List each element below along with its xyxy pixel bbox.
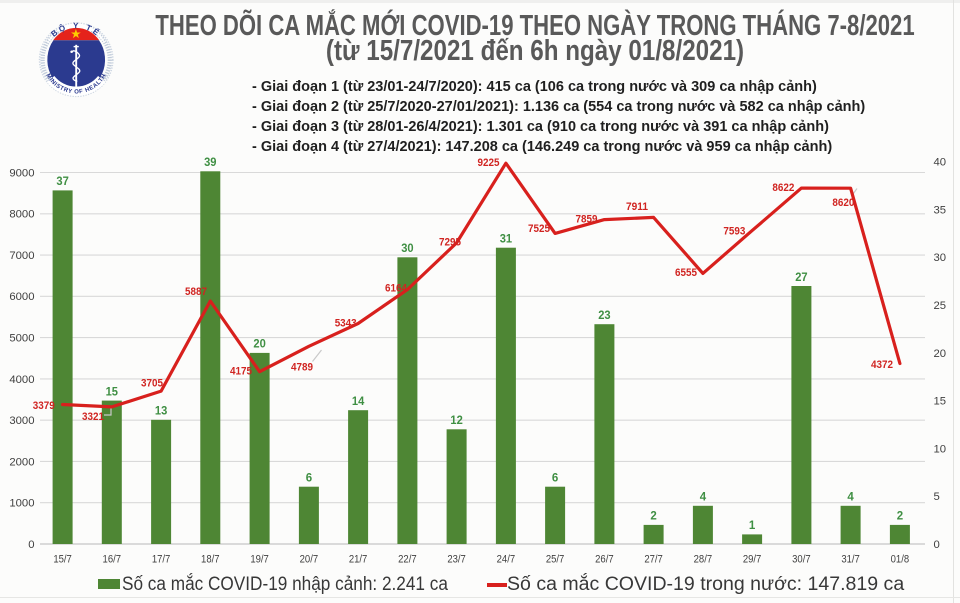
svg-text:19/7: 19/7 <box>250 554 269 566</box>
svg-text:14: 14 <box>352 396 365 408</box>
svg-text:6000: 6000 <box>9 291 34 303</box>
svg-text:8000: 8000 <box>9 209 34 221</box>
svg-text:2: 2 <box>650 511 656 523</box>
svg-text:6555: 6555 <box>675 267 697 279</box>
svg-text:6164: 6164 <box>385 283 408 295</box>
svg-text:7295: 7295 <box>439 236 461 248</box>
svg-text:16/7: 16/7 <box>103 554 122 566</box>
svg-text:25: 25 <box>934 300 947 312</box>
svg-text:22/7: 22/7 <box>398 554 417 566</box>
svg-text:37: 37 <box>56 176 68 188</box>
svg-text:15: 15 <box>106 386 119 398</box>
svg-text:8622: 8622 <box>772 182 794 194</box>
svg-text:5000: 5000 <box>9 333 34 345</box>
svg-text:15: 15 <box>934 396 947 408</box>
svg-text:4000: 4000 <box>9 374 34 386</box>
svg-text:18/7: 18/7 <box>201 554 220 566</box>
svg-text:29/7: 29/7 <box>743 554 762 566</box>
svg-text:35: 35 <box>934 204 947 216</box>
svg-text:21/7: 21/7 <box>349 554 368 566</box>
svg-text:0: 0 <box>934 539 940 551</box>
svg-text:6: 6 <box>306 473 312 485</box>
svg-text:20: 20 <box>253 339 265 351</box>
svg-text:20/7: 20/7 <box>300 554 319 566</box>
svg-text:3000: 3000 <box>9 415 34 427</box>
svg-text:3379: 3379 <box>33 400 55 412</box>
svg-text:4: 4 <box>847 492 854 504</box>
svg-text:15/7: 15/7 <box>53 554 72 566</box>
svg-text:28/7: 28/7 <box>694 554 713 566</box>
svg-text:7000: 7000 <box>9 250 34 262</box>
svg-text:31: 31 <box>500 234 513 246</box>
svg-text:7525: 7525 <box>528 223 550 235</box>
svg-text:5: 5 <box>934 491 940 503</box>
svg-text:3321: 3321 <box>82 411 104 423</box>
svg-text:0: 0 <box>28 539 34 551</box>
svg-text:9225: 9225 <box>478 157 500 169</box>
svg-text:30: 30 <box>934 252 947 264</box>
svg-text:9000: 9000 <box>9 167 34 179</box>
svg-text:39: 39 <box>204 157 216 169</box>
svg-text:1000: 1000 <box>9 498 34 510</box>
svg-text:4175: 4175 <box>230 366 252 378</box>
svg-text:4: 4 <box>700 492 707 504</box>
svg-text:7911: 7911 <box>626 201 648 213</box>
svg-text:40: 40 <box>934 157 947 169</box>
svg-text:10: 10 <box>934 443 947 455</box>
svg-text:2000: 2000 <box>9 456 34 468</box>
svg-text:27/7: 27/7 <box>644 554 663 566</box>
svg-text:26/7: 26/7 <box>595 554 614 566</box>
svg-text:23: 23 <box>598 310 610 322</box>
svg-text:5343: 5343 <box>335 318 357 330</box>
svg-text:23/7: 23/7 <box>447 554 466 566</box>
svg-text:13: 13 <box>155 406 167 418</box>
svg-text:2: 2 <box>897 511 903 523</box>
svg-text:1: 1 <box>749 520 756 532</box>
svg-text:30: 30 <box>401 243 413 255</box>
svg-text:6: 6 <box>552 473 558 485</box>
svg-text:8620: 8620 <box>832 197 854 209</box>
svg-text:20: 20 <box>934 348 947 360</box>
svg-text:12: 12 <box>450 415 462 427</box>
svg-text:01/8: 01/8 <box>891 554 910 566</box>
svg-text:24/7: 24/7 <box>497 554 516 566</box>
svg-text:27: 27 <box>795 272 807 284</box>
svg-text:4372: 4372 <box>871 359 893 371</box>
svg-text:7593: 7593 <box>723 225 745 237</box>
svg-text:25/7: 25/7 <box>546 554 565 566</box>
svg-text:17/7: 17/7 <box>152 554 171 566</box>
svg-text:4789: 4789 <box>291 361 313 373</box>
svg-text:3705: 3705 <box>141 377 163 389</box>
svg-text:30/7: 30/7 <box>792 554 811 566</box>
svg-text:5887: 5887 <box>185 286 207 298</box>
svg-text:7859: 7859 <box>576 214 598 226</box>
svg-text:31/7: 31/7 <box>841 554 860 566</box>
